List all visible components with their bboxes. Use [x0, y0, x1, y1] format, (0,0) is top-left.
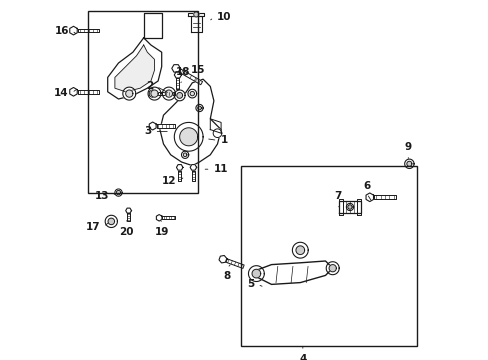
Polygon shape [213, 129, 222, 138]
Polygon shape [292, 242, 307, 258]
Polygon shape [125, 90, 133, 97]
Polygon shape [151, 90, 158, 97]
Polygon shape [176, 78, 179, 89]
Polygon shape [143, 13, 162, 38]
Polygon shape [116, 190, 121, 195]
Polygon shape [346, 203, 353, 211]
Polygon shape [174, 90, 185, 101]
Polygon shape [295, 246, 304, 255]
Text: 13: 13 [95, 191, 109, 201]
Polygon shape [178, 171, 181, 181]
Polygon shape [192, 171, 194, 181]
Text: 1: 1 [220, 135, 227, 145]
Polygon shape [156, 215, 162, 221]
Polygon shape [115, 189, 122, 196]
Polygon shape [190, 91, 194, 96]
Polygon shape [115, 45, 154, 92]
Polygon shape [107, 38, 162, 99]
Polygon shape [197, 106, 201, 110]
Text: 6: 6 [363, 181, 370, 191]
Polygon shape [225, 259, 244, 269]
Text: 14: 14 [54, 88, 69, 98]
Polygon shape [406, 161, 411, 166]
Polygon shape [156, 92, 174, 95]
Polygon shape [196, 104, 203, 112]
Polygon shape [180, 128, 197, 146]
Polygon shape [122, 87, 136, 100]
Text: 17: 17 [86, 222, 101, 232]
Polygon shape [339, 201, 360, 213]
Polygon shape [219, 256, 226, 263]
Polygon shape [70, 26, 77, 35]
Text: 16: 16 [54, 26, 69, 36]
Text: 5: 5 [247, 279, 254, 289]
Polygon shape [162, 216, 175, 219]
Text: 12: 12 [161, 176, 176, 186]
Polygon shape [190, 16, 201, 32]
Polygon shape [188, 13, 204, 16]
Text: 3: 3 [144, 126, 151, 136]
Polygon shape [78, 29, 99, 32]
Polygon shape [179, 69, 202, 85]
Bar [88, 11, 197, 193]
Text: 2: 2 [146, 81, 153, 91]
Polygon shape [373, 195, 395, 199]
Polygon shape [174, 72, 181, 78]
Polygon shape [248, 266, 264, 282]
Polygon shape [105, 215, 117, 228]
Polygon shape [257, 261, 332, 284]
Polygon shape [171, 65, 180, 72]
Text: 4: 4 [299, 354, 306, 360]
Text: 7: 7 [334, 191, 341, 201]
Polygon shape [328, 265, 336, 272]
Polygon shape [176, 165, 183, 170]
Polygon shape [162, 87, 175, 100]
Polygon shape [160, 79, 221, 166]
Polygon shape [325, 262, 339, 275]
Text: 9: 9 [404, 142, 411, 152]
Polygon shape [193, 12, 199, 17]
Polygon shape [174, 122, 203, 151]
Polygon shape [149, 90, 156, 98]
Polygon shape [78, 90, 99, 94]
Polygon shape [148, 87, 161, 100]
Polygon shape [404, 159, 413, 168]
Polygon shape [70, 87, 77, 96]
Text: 15: 15 [190, 64, 205, 75]
Polygon shape [181, 151, 188, 158]
Polygon shape [108, 218, 114, 225]
Text: 18: 18 [176, 67, 190, 77]
Text: 19: 19 [155, 227, 169, 237]
Polygon shape [190, 165, 196, 170]
Polygon shape [165, 90, 172, 97]
Polygon shape [127, 213, 130, 221]
Polygon shape [183, 153, 186, 157]
Polygon shape [251, 269, 260, 278]
Bar [241, 166, 416, 346]
Text: 20: 20 [119, 227, 134, 237]
Polygon shape [177, 93, 182, 98]
Text: 11: 11 [213, 164, 227, 174]
Polygon shape [210, 119, 221, 133]
Polygon shape [339, 199, 342, 215]
Polygon shape [366, 193, 373, 202]
Polygon shape [356, 199, 360, 215]
Polygon shape [149, 122, 156, 130]
Polygon shape [125, 208, 131, 213]
Polygon shape [156, 124, 174, 128]
Polygon shape [187, 89, 196, 98]
Polygon shape [347, 205, 351, 209]
Text: 10: 10 [216, 12, 231, 22]
Text: 8: 8 [223, 271, 230, 281]
